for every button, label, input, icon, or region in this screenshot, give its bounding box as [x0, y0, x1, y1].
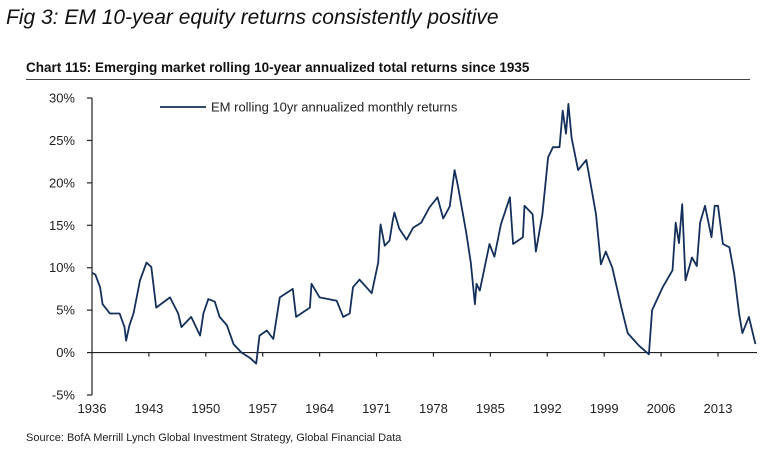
y-tick-label: 30%: [49, 91, 75, 106]
x-tick-label: 1950: [191, 401, 220, 416]
x-tick-label: 1971: [362, 401, 391, 416]
y-tick-label: 25%: [49, 133, 75, 148]
x-tick-label: 1978: [419, 401, 448, 416]
x-tick-label: 1957: [248, 401, 277, 416]
legend-label: EM rolling 10yr annualized monthly retur…: [211, 100, 458, 115]
y-tick-label: -5%: [52, 388, 76, 403]
y-tick-label: 10%: [49, 260, 75, 275]
x-tick-label: 1999: [590, 401, 619, 416]
y-tick-label: 5%: [56, 303, 75, 318]
series-line-em-rolling-10yr: [91, 103, 757, 365]
x-tick-label: 1943: [134, 401, 163, 416]
axes: [87, 97, 757, 396]
y-tick-label: 20%: [49, 175, 75, 190]
x-axis-labels: 1936 1943 1950 1957 1964 1971 1978 1985 1992 1999…: [78, 401, 733, 416]
x-tick-label: 1992: [533, 401, 562, 416]
x-tick-label: 1964: [305, 401, 334, 416]
x-tick-label: 2013: [704, 401, 733, 416]
y-tick-label: 0%: [56, 345, 75, 360]
source-note: Source: BofA Merrill Lynch Global Invest…: [26, 432, 402, 444]
title-divider: [26, 79, 750, 80]
y-axis-labels: -5% 0% 5% 10% 15% 20% 25% 30%: [49, 91, 75, 403]
x-tick-label: 1985: [476, 401, 505, 416]
chart-title: Chart 115: Emerging market rolling 10-ye…: [26, 60, 530, 75]
figure-title: Fig 3: EM 10-year equity returns consist…: [6, 6, 499, 29]
legend: EM rolling 10yr annualized monthly retur…: [160, 100, 458, 115]
x-tick-label: 1936: [78, 401, 107, 416]
x-tick-label: 2006: [647, 401, 676, 416]
y-tick-label: 15%: [49, 218, 75, 233]
